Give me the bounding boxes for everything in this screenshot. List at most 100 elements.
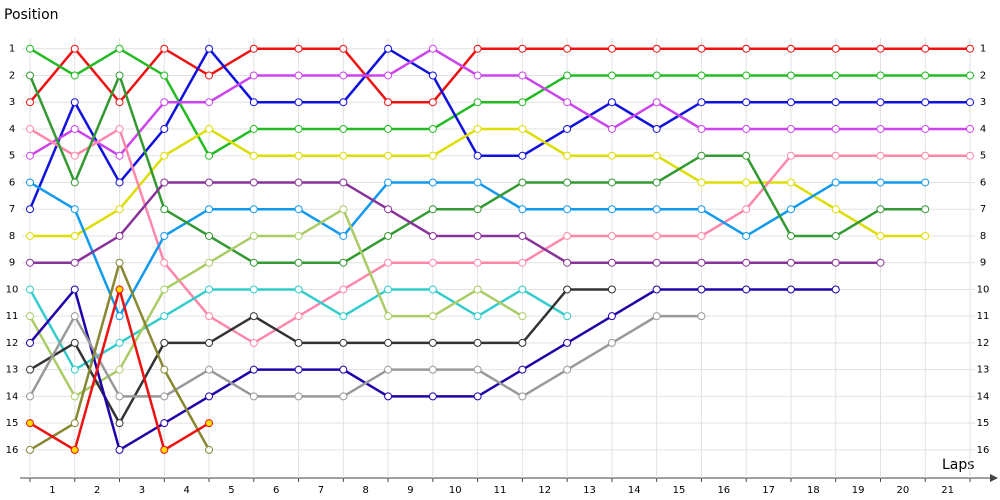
position-marker: [786, 178, 795, 187]
position-marker: [518, 365, 527, 374]
position-marker: [921, 98, 930, 107]
position-marker: [339, 231, 348, 240]
position-marker: [786, 285, 795, 294]
position-marker: [339, 285, 348, 294]
position-marker: [115, 205, 124, 214]
position-marker: [697, 231, 706, 240]
position-line: [30, 181, 881, 264]
position-marker: [115, 124, 124, 133]
position-marker: [294, 392, 303, 401]
position-marker: [563, 231, 572, 240]
position-marker: [70, 419, 79, 428]
position-marker: [205, 205, 214, 214]
position-marker: [205, 312, 214, 321]
position-marker: [115, 338, 124, 347]
position-marker: [70, 231, 79, 240]
position-marker: [26, 258, 34, 267]
x-tick-label: 18: [807, 485, 820, 496]
position-marker: [652, 151, 661, 160]
position-marker: [607, 151, 616, 160]
position-marker: [249, 258, 258, 267]
position-marker: [831, 124, 840, 133]
position-marker: [26, 338, 34, 347]
position-marker: [160, 124, 169, 133]
position-marker: [697, 71, 706, 80]
position-marker: [831, 71, 840, 80]
position-marker: [876, 44, 885, 53]
position-marker: [473, 338, 482, 347]
position-marker: [26, 445, 34, 454]
position-marker: [518, 285, 527, 294]
position-marker: [384, 365, 393, 374]
position-marker: [563, 71, 572, 80]
position-marker: [70, 124, 79, 133]
position-marker: [294, 178, 303, 187]
position-marker: [160, 231, 169, 240]
position-marker: [294, 151, 303, 160]
position-marker: [742, 178, 751, 187]
position-line: [29, 47, 970, 158]
position-marker: [70, 392, 79, 401]
position-marker: [652, 205, 661, 214]
position-marker: [473, 124, 482, 133]
position-marker: [428, 178, 437, 187]
position-marker: [26, 71, 34, 80]
position-marker: [26, 98, 34, 107]
position-marker: [428, 124, 437, 133]
position-marker: [966, 71, 974, 80]
x-tick-label: 11: [494, 485, 507, 496]
position-marker: [563, 338, 572, 347]
x-tick-label: 21: [941, 485, 954, 496]
position-marker: [428, 338, 437, 347]
position-marker: [697, 44, 706, 53]
position-marker: [697, 312, 706, 321]
position-marker: [518, 71, 527, 80]
position-marker: [339, 98, 348, 107]
x-tick-label: 14: [628, 485, 641, 496]
position-marker: [160, 98, 169, 107]
position-marker: [294, 205, 303, 214]
position-marker: [205, 285, 214, 294]
position-marker: [339, 258, 348, 267]
position-line: [28, 207, 524, 399]
position-marker: [70, 151, 79, 160]
position-marker: [115, 285, 124, 294]
position-marker: [205, 44, 214, 53]
position-marker: [473, 205, 482, 214]
position-marker: [518, 124, 527, 133]
position-marker: [428, 312, 437, 321]
position-marker: [607, 44, 616, 53]
position-marker: [652, 178, 661, 187]
position-marker: [607, 178, 616, 187]
position-marker: [249, 231, 258, 240]
position-marker: [966, 151, 974, 160]
position-marker: [518, 338, 527, 347]
y-tick-label: 3: [9, 97, 15, 108]
position-marker: [563, 178, 572, 187]
position-marker: [473, 392, 482, 401]
position-marker: [384, 124, 393, 133]
position-marker: [249, 71, 258, 80]
y-tick-label: 4: [9, 124, 15, 135]
position-marker: [26, 365, 34, 374]
position-marker: [26, 419, 34, 428]
y-tick-label: 16: [6, 445, 19, 456]
position-marker: [249, 392, 258, 401]
position-marker: [831, 231, 840, 240]
position-marker: [652, 124, 661, 133]
x-axis-arrow: [990, 474, 998, 482]
y-tick-label-right: 12: [977, 338, 990, 349]
position-marker: [563, 124, 572, 133]
position-marker: [652, 231, 661, 240]
position-marker: [652, 285, 661, 294]
position-marker: [339, 338, 348, 347]
position-marker: [115, 98, 124, 107]
position-marker: [160, 365, 169, 374]
position-line: [28, 46, 970, 210]
position-marker: [26, 312, 34, 321]
position-marker: [428, 231, 437, 240]
y-tick-label-right: 10: [977, 284, 990, 295]
position-marker: [921, 205, 930, 214]
position-marker: [294, 71, 303, 80]
position-marker: [160, 445, 169, 454]
